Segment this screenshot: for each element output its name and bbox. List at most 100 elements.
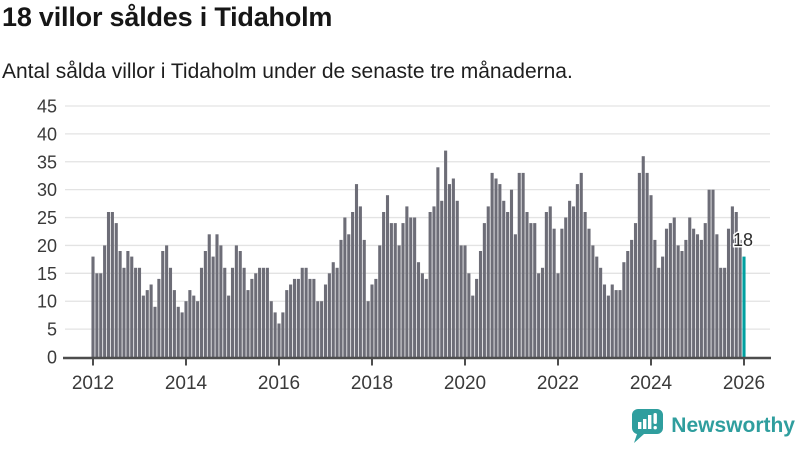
x-axis-tick-label: 2016 xyxy=(258,373,300,394)
bar xyxy=(184,301,188,357)
bar xyxy=(463,245,467,357)
bar xyxy=(730,206,734,357)
bar xyxy=(103,245,107,357)
bar xyxy=(645,172,649,357)
bar xyxy=(564,217,568,357)
bar xyxy=(544,212,548,357)
bar xyxy=(165,245,169,357)
bar xyxy=(509,189,514,357)
bar xyxy=(649,195,653,357)
bar-latest-highlight xyxy=(742,256,746,357)
bar xyxy=(110,212,114,357)
bar xyxy=(277,323,281,357)
bar xyxy=(401,223,405,357)
bar xyxy=(323,284,328,357)
bar xyxy=(300,267,304,357)
bar xyxy=(219,245,223,357)
bar xyxy=(525,212,529,357)
mini-bar-2 xyxy=(643,419,647,429)
bar xyxy=(633,223,638,357)
bar xyxy=(176,306,180,357)
bar xyxy=(153,306,157,357)
bar xyxy=(664,228,669,357)
bar xyxy=(583,212,587,357)
x-axis-tick-label: 2018 xyxy=(351,373,393,394)
bar xyxy=(114,223,118,357)
bar xyxy=(726,228,731,357)
bar xyxy=(192,295,196,357)
bar xyxy=(389,223,393,357)
bar xyxy=(382,212,386,357)
bar xyxy=(715,234,719,357)
bar xyxy=(513,234,517,357)
bar xyxy=(692,228,696,357)
bar xyxy=(498,184,502,357)
bar xyxy=(265,267,269,357)
bar xyxy=(676,245,680,357)
mini-bar-1 xyxy=(638,422,642,429)
bar xyxy=(568,200,572,357)
bar xyxy=(444,150,448,357)
bar xyxy=(385,195,390,357)
x-axis-tick-label: 2026 xyxy=(723,373,765,394)
bar xyxy=(405,206,409,357)
bar xyxy=(261,267,266,357)
bar xyxy=(304,267,308,357)
bar xyxy=(312,278,316,357)
bar xyxy=(339,239,343,357)
bar xyxy=(254,273,258,357)
bar xyxy=(695,234,700,357)
bar xyxy=(281,312,285,357)
bar xyxy=(579,172,583,357)
y-axis-tick-label: 45 xyxy=(37,96,57,116)
bar xyxy=(230,267,235,357)
bar xyxy=(684,239,688,357)
bar xyxy=(486,206,490,357)
bar xyxy=(227,295,231,357)
bar xyxy=(118,251,122,357)
bar xyxy=(211,256,215,357)
bar xyxy=(471,295,475,357)
bar xyxy=(447,184,452,357)
bar xyxy=(451,178,455,357)
x-axis-tick-label: 2012 xyxy=(72,373,114,394)
exclamation-dot xyxy=(653,426,658,430)
bar xyxy=(370,284,374,357)
bar xyxy=(436,167,440,357)
bar xyxy=(641,156,645,357)
bar xyxy=(91,256,95,357)
bar xyxy=(416,262,421,357)
bar xyxy=(680,251,684,357)
bar xyxy=(343,217,347,357)
bar xyxy=(130,256,134,357)
bar xyxy=(374,278,378,357)
bar xyxy=(99,273,103,357)
bar xyxy=(258,267,262,357)
bar xyxy=(149,284,153,357)
bar xyxy=(591,245,595,357)
bar xyxy=(688,217,692,357)
bar xyxy=(529,223,533,357)
bar xyxy=(308,278,312,357)
bar xyxy=(719,267,723,357)
bar xyxy=(207,234,211,357)
y-axis-tick-label: 40 xyxy=(37,124,57,144)
bar xyxy=(552,228,556,357)
bar xyxy=(157,278,161,357)
bar xyxy=(610,284,614,357)
bar xyxy=(455,200,459,357)
bar xyxy=(734,212,738,357)
bar xyxy=(354,184,359,357)
bar xyxy=(533,223,537,357)
bar xyxy=(134,267,138,357)
bar xyxy=(537,273,541,357)
bar xyxy=(494,178,498,357)
bar xyxy=(711,189,715,357)
bar xyxy=(285,290,289,357)
bar xyxy=(606,295,610,357)
bar xyxy=(250,278,254,357)
bar xyxy=(362,239,366,357)
bar xyxy=(707,189,711,357)
bar xyxy=(668,223,672,357)
